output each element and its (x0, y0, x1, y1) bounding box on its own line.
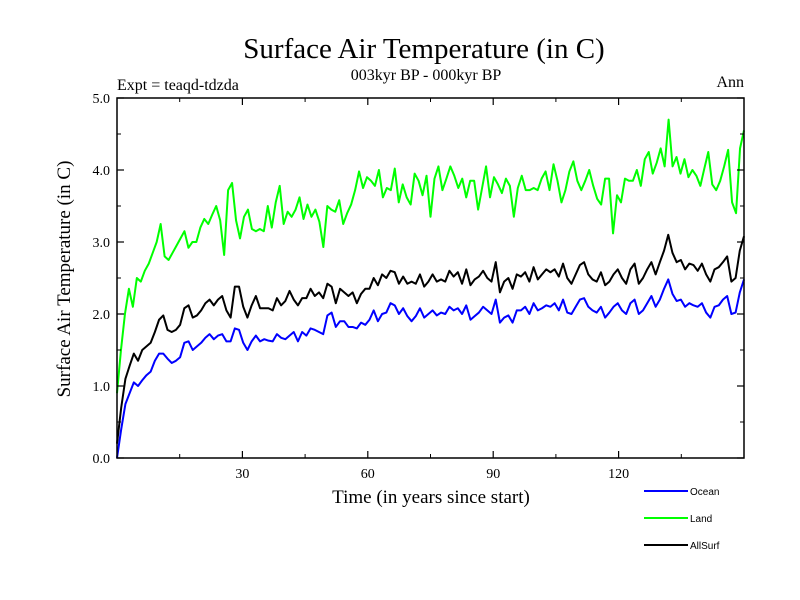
x-axis-label: Time (in years since start) (332, 487, 530, 508)
series-line-allsurf (116, 233, 745, 444)
tick-layer: 0.0 1.0 2.0 3.0 4.0 5.0 30 60 90 120 (93, 92, 744, 482)
plot-frame (116, 97, 745, 459)
chart-title: Surface Air Temperature (in C) (243, 33, 604, 65)
x-tick-label: 90 (486, 467, 500, 482)
x-tick-label: 30 (235, 467, 249, 482)
chart-subtitle: 003kyr BP - 000kyr BP (351, 67, 502, 84)
legend-label-land: Land (690, 514, 712, 525)
y-axis-label: Surface Air Temperature (in C) (54, 161, 75, 398)
y-tick-label: 5.0 (93, 92, 111, 107)
y-tick-label: 4.0 (93, 164, 111, 179)
y-tick-label: 2.0 (93, 308, 111, 323)
series-line-ocean (116, 278, 745, 459)
legend-label-allsurf: AllSurf (690, 541, 720, 552)
series-layer (116, 118, 745, 459)
x-tick-label: 60 (361, 467, 375, 482)
y-tick-label: 0.0 (93, 452, 111, 467)
season-label: Ann (716, 74, 744, 91)
series-line-land (116, 118, 745, 394)
y-tick-label: 1.0 (93, 380, 111, 395)
legend: Ocean Land AllSurf (644, 487, 720, 552)
y-tick-label: 3.0 (93, 236, 111, 251)
plot-area: 0.0 1.0 2.0 3.0 4.0 5.0 30 60 90 120 (93, 92, 745, 482)
experiment-label: Expt = teaqd-tdzda (117, 77, 239, 94)
x-tick-label: 120 (608, 467, 629, 482)
legend-label-ocean: Ocean (690, 487, 719, 498)
